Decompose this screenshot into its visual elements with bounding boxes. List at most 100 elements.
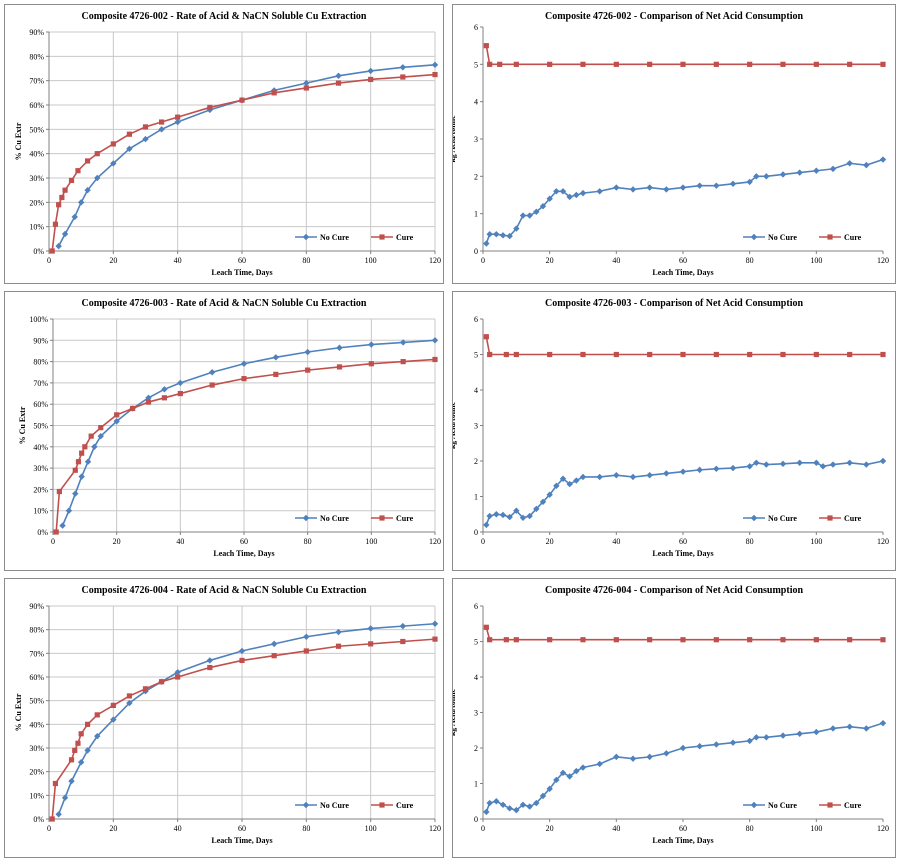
- legend-label-cure: Cure: [844, 514, 862, 523]
- data-point-cure: [613, 61, 619, 67]
- legend-marker-cure: [827, 515, 833, 521]
- x-axis-label: Leach Time, Days: [211, 268, 272, 277]
- data-point-cure: [303, 648, 309, 654]
- y-tick-label: 2: [474, 457, 478, 466]
- data-point-cure: [432, 71, 438, 78]
- data-point-cure: [158, 119, 165, 125]
- data-point-no-cure: [519, 801, 527, 808]
- y-tick-label: 0%: [33, 815, 44, 824]
- x-tick-label: 80: [746, 824, 754, 833]
- y-tick-label: 10%: [29, 791, 44, 800]
- data-point-no-cure: [713, 465, 720, 473]
- data-point-no-cure: [596, 188, 603, 195]
- data-point-no-cure: [596, 760, 603, 768]
- data-point-cure: [177, 390, 183, 397]
- data-point-no-cure: [679, 744, 687, 752]
- x-tick-label: 60: [679, 256, 687, 265]
- chart-004-acid: Composite 4726-004 - Comparison of Net A…: [453, 585, 889, 845]
- legend-label-cure: Cure: [396, 801, 414, 810]
- x-tick-label: 0: [481, 824, 485, 833]
- data-point-no-cure: [579, 473, 587, 481]
- data-point-no-cure: [559, 475, 567, 482]
- data-point-cure: [75, 740, 81, 746]
- legend-label-cure: Cure: [844, 233, 862, 242]
- data-point-cure: [400, 74, 406, 80]
- chart-panel-002-extraction: Composite 4726-002 - Rate of Acid & NaCN…: [4, 4, 444, 284]
- data-point-no-cure: [526, 803, 533, 810]
- x-axis-label: Leach Time, Days: [213, 549, 274, 558]
- data-point-cure: [158, 679, 165, 685]
- y-tick-label: 20%: [29, 768, 44, 777]
- data-point-cure: [53, 529, 59, 535]
- data-point-no-cure: [431, 61, 439, 69]
- data-point-cure: [513, 637, 519, 643]
- data-point-no-cure: [493, 231, 500, 238]
- data-point-no-cure: [879, 156, 887, 163]
- data-point-cure: [161, 395, 168, 401]
- data-point-cure: [432, 356, 438, 363]
- data-point-cure: [209, 382, 215, 388]
- data-point-cure: [110, 141, 116, 147]
- x-tick-label: 120: [877, 824, 889, 833]
- x-tick-label: 60: [679, 824, 687, 833]
- data-point-no-cure: [729, 180, 737, 187]
- data-point-no-cure: [72, 490, 79, 497]
- series-line-cure: [51, 638, 436, 820]
- data-point-cure: [713, 61, 719, 67]
- y-tick-label: 3: [474, 135, 478, 144]
- data-point-no-cure: [272, 354, 280, 361]
- y-axis-label: % Cu Extr: [14, 122, 23, 160]
- x-tick-label: 40: [174, 256, 182, 265]
- data-point-cure: [580, 61, 586, 67]
- data-point-no-cure: [629, 186, 637, 193]
- x-tick-label: 100: [810, 824, 822, 833]
- data-point-no-cure: [573, 191, 580, 199]
- data-point-cure: [547, 351, 553, 358]
- data-point-no-cure: [796, 169, 803, 176]
- data-point-no-cure: [399, 339, 407, 346]
- y-tick-label: 2: [474, 744, 478, 753]
- data-point-no-cure: [335, 72, 342, 79]
- data-point-no-cure: [519, 514, 527, 521]
- legend-marker-no-cure: [302, 233, 310, 241]
- data-point-cure: [368, 76, 374, 83]
- y-tick-label: 60%: [33, 400, 48, 409]
- chart-panel-003-extraction: Composite 4726-003 - Rate of Acid & NaCN…: [4, 291, 444, 571]
- y-tick-label: 6: [474, 23, 478, 32]
- data-point-no-cure: [367, 625, 374, 632]
- data-point-no-cure: [158, 126, 165, 133]
- legend-marker-no-cure: [750, 801, 758, 809]
- y-tick-label: 40%: [33, 443, 48, 452]
- y-tick-label: 5: [474, 351, 478, 360]
- x-tick-label: 0: [47, 824, 51, 833]
- y-tick-label: 0: [474, 815, 478, 824]
- data-point-no-cure: [829, 461, 837, 468]
- data-point-cure: [780, 351, 786, 358]
- x-tick-label: 40: [176, 537, 184, 546]
- data-point-cure: [847, 637, 853, 643]
- y-tick-label: 40%: [29, 150, 44, 159]
- data-point-cure: [62, 187, 68, 193]
- x-tick-label: 40: [174, 824, 182, 833]
- data-point-no-cure: [483, 240, 490, 247]
- data-point-no-cure: [646, 472, 653, 479]
- x-tick-label: 80: [302, 256, 310, 265]
- y-tick-label: 20%: [33, 485, 48, 494]
- x-tick-label: 20: [113, 537, 121, 546]
- data-point-no-cure: [519, 212, 527, 219]
- data-point-cure: [747, 637, 753, 643]
- x-tick-label: 60: [679, 537, 687, 546]
- data-point-cure: [72, 467, 78, 473]
- y-tick-label: 90%: [29, 28, 44, 37]
- y-tick-label: 100%: [29, 315, 48, 324]
- data-point-cure: [368, 361, 374, 367]
- data-point-no-cure: [208, 369, 216, 376]
- legend-marker-no-cure: [302, 514, 310, 522]
- data-point-cure: [110, 702, 116, 708]
- data-point-cure: [207, 664, 213, 671]
- data-point-cure: [747, 351, 753, 358]
- y-tick-label: 90%: [33, 336, 48, 345]
- x-tick-label: 20: [109, 824, 117, 833]
- y-tick-label: 1: [474, 210, 478, 219]
- data-point-no-cure: [513, 806, 520, 814]
